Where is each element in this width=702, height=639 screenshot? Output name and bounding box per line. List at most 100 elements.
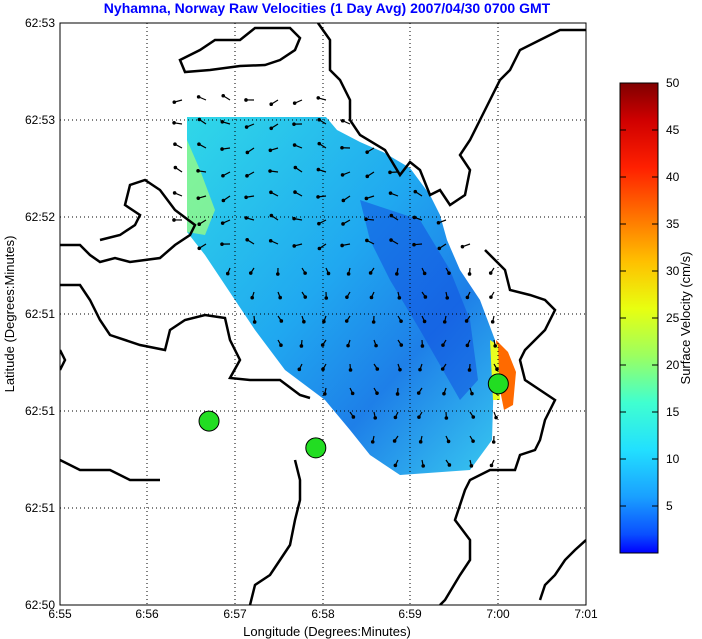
velocity-arrow <box>442 387 447 396</box>
velocity-arrow <box>488 267 495 275</box>
velocity-arrow <box>368 267 375 275</box>
velocity-arrow <box>316 195 327 199</box>
velocity-arrow <box>299 339 304 348</box>
velocity-arrow <box>469 411 476 419</box>
colorbar-tick-label: 25 <box>666 311 680 325</box>
y-tick-labels: 62:50 62:51 62:51 62:51 62:52 62:53 62:53 <box>25 16 55 612</box>
velocity-arrow <box>269 123 279 131</box>
velocity-arrow <box>244 216 255 221</box>
y-axis-label: Latitude (Degrees:Minutes) <box>2 236 17 393</box>
velocity-arrow <box>370 435 375 444</box>
velocity-arrow <box>445 267 451 275</box>
velocity-arrow <box>244 123 255 129</box>
coastline <box>60 23 586 605</box>
velocity-arrow <box>317 141 327 149</box>
velocity-arrow <box>441 339 447 347</box>
velocity-arrow <box>268 238 279 245</box>
colorbar-tick-labels: 5 10 15 20 25 30 35 40 45 50 <box>620 76 680 513</box>
velocity-arrow <box>365 171 375 179</box>
colorbar-label: Surface Velocity (cm/s) <box>678 252 693 385</box>
velocity-arrow <box>489 459 495 468</box>
velocity-arrow <box>389 238 399 245</box>
velocity-arrow <box>393 459 399 468</box>
velocity-arrow <box>467 363 472 372</box>
velocity-arrow <box>489 291 495 299</box>
velocity-arrow <box>276 267 280 276</box>
velocity-arrow <box>445 291 450 300</box>
x-tick-label: 7:00 <box>486 607 510 621</box>
velocity-arrow <box>196 95 207 101</box>
x-tick-label: 7:01 <box>574 607 598 621</box>
velocity-arrow <box>221 195 231 203</box>
colorbar-tick-label: 35 <box>666 217 680 231</box>
x-tick-label: 6:57 <box>223 607 247 621</box>
y-tick-label: 62:51 <box>25 404 55 418</box>
velocity-arrow <box>491 435 496 444</box>
velocity-arrow <box>490 315 495 324</box>
velocity-arrow <box>465 339 471 348</box>
velocity-arrow <box>420 339 425 348</box>
velocity-arrow <box>345 291 351 299</box>
velocity-arrow <box>397 315 403 323</box>
velocity-arrow <box>365 238 375 245</box>
velocity-arrow <box>349 387 355 396</box>
velocity-arrow <box>269 190 279 197</box>
velocity-arrow <box>252 315 257 324</box>
velocity-arrow <box>421 267 427 276</box>
velocity-arrow <box>196 195 207 200</box>
colorbar-tick-label: 10 <box>666 452 680 466</box>
velocity-arrow <box>341 219 351 226</box>
velocity-arrow <box>445 435 451 444</box>
velocity-arrow <box>340 118 351 125</box>
radar-site-2 <box>487 373 509 395</box>
velocity-field-dark <box>360 200 478 400</box>
velocity-arrow <box>397 339 404 347</box>
colorbar-tick-label: 45 <box>666 123 680 137</box>
velocity-arrow <box>349 411 356 419</box>
velocity-arrow <box>225 267 231 276</box>
velocity-arrow <box>467 267 472 276</box>
velocity-arrow <box>317 219 327 226</box>
velocity-arrow <box>196 169 207 173</box>
velocity-arrow <box>277 291 282 300</box>
velocity-arrow <box>248 267 255 275</box>
velocity-arrow <box>417 411 423 419</box>
velocity-arrow <box>373 387 379 395</box>
velocity-arrow <box>413 189 423 197</box>
velocity-arrow <box>221 93 231 101</box>
velocity-arrow <box>412 242 423 247</box>
velocity-arrow <box>341 195 351 203</box>
velocity-arrow <box>292 122 303 126</box>
velocity-arrow <box>293 190 303 197</box>
colorbar-tick-label: 15 <box>666 405 680 419</box>
y-tick-label: 62:51 <box>25 307 55 321</box>
velocity-arrow <box>371 315 376 324</box>
velocity-arrow <box>220 119 231 125</box>
velocity-arrow <box>469 459 474 468</box>
velocity-arrow <box>292 216 303 221</box>
velocity-arrow <box>301 315 306 324</box>
velocity-arrow <box>340 145 351 150</box>
velocity-arrow <box>393 411 399 420</box>
velocity-arrow <box>364 217 375 222</box>
velocity-field <box>187 117 495 475</box>
velocity-arrow <box>464 315 471 323</box>
velocity-arrow <box>418 363 423 372</box>
colorbar-tick-label: 5 <box>666 499 673 513</box>
velocity-arrow <box>364 195 375 201</box>
velocity-arrow <box>245 238 255 245</box>
velocity-arrow <box>346 339 351 348</box>
velocity-arrow <box>421 291 428 299</box>
velocity-arrow <box>322 315 327 324</box>
x-tick-label: 6:58 <box>311 607 335 621</box>
chart-title: Nyhamna, Norway Raw Velocities (1 Day Av… <box>104 0 551 16</box>
velocity-arrow <box>197 117 207 125</box>
velocity-arrow <box>340 243 351 248</box>
velocity-arrow <box>373 339 378 348</box>
velocity-arrow <box>244 195 255 200</box>
x-axis-label: Longitude (Degrees:Minutes) <box>243 624 411 639</box>
velocity-arrow <box>269 99 279 107</box>
velocity-arrow <box>397 291 402 300</box>
velocity-arrow <box>416 387 423 395</box>
